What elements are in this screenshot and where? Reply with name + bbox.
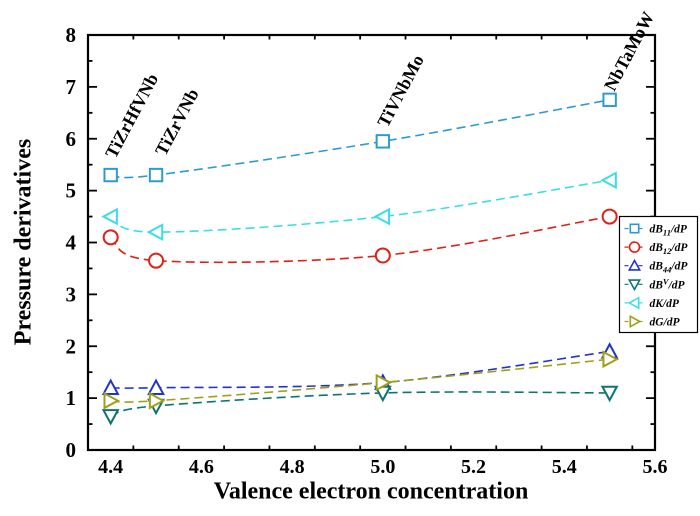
y-tick-label: 0 <box>66 438 77 462</box>
circle-marker <box>374 247 391 264</box>
triangle-right-marker <box>103 391 120 410</box>
series-line <box>110 350 610 389</box>
triangle-down-marker <box>101 409 120 426</box>
triangle-up-marker <box>627 258 642 271</box>
triangle-right-marker <box>629 314 642 329</box>
square-marker <box>103 167 118 183</box>
series-db44-dp <box>101 342 619 395</box>
legend-entry-db44-dp: dB44/dP <box>624 258 689 275</box>
legend-label: dG/dP <box>650 317 681 329</box>
triangle-up-marker <box>101 378 120 395</box>
y-tick-label: 4 <box>66 231 77 255</box>
circle-marker <box>148 252 165 269</box>
x-tick-label: 5.6 <box>643 456 668 478</box>
y-tick-label: 3 <box>66 282 77 306</box>
series-line <box>110 215 610 264</box>
x-axis-title: Valence electron concentration <box>213 478 529 505</box>
legend-label: dB44/dP <box>650 261 689 275</box>
legend-entry-dg-dp: dG/dP <box>624 314 681 329</box>
series-line <box>110 391 610 418</box>
legend-label: dBV/dP <box>650 276 686 291</box>
series-db11-dp <box>103 92 617 183</box>
series-line <box>110 99 610 179</box>
alloy-annotation: TiVNbMo <box>373 51 428 130</box>
triangle-down-marker <box>627 279 642 292</box>
series-dbv-dp <box>101 385 619 426</box>
x-tick-label: 4.8 <box>280 456 305 478</box>
series-dg-dp <box>103 350 619 410</box>
alloy-annotation: TiZrVNb <box>151 85 203 159</box>
square-marker <box>629 223 640 234</box>
y-tick-labels: 0 1 2 3 4 5 6 7 8 <box>66 23 77 462</box>
triangle-left-marker <box>627 296 640 310</box>
circle-marker <box>102 229 119 246</box>
y-tick-label: 5 <box>66 179 77 203</box>
y-axis-title: Pressure derivatives <box>10 138 37 346</box>
triangle-down-marker <box>600 385 619 403</box>
square-marker <box>602 92 617 108</box>
triangle-left-marker <box>101 207 118 226</box>
legend-box <box>618 215 699 334</box>
square-marker <box>148 167 164 183</box>
x-tick-label: 5.2 <box>461 456 486 478</box>
series-dk-dp <box>101 171 617 241</box>
legend-label: dB11/dP <box>650 224 688 238</box>
y-tick-label: 6 <box>66 127 77 151</box>
series-line <box>110 179 610 233</box>
legend-entry-db12-dp: dB12/dP <box>624 241 689 256</box>
x-tick-label: 5.0 <box>370 456 395 478</box>
triangle-right-marker <box>375 373 393 392</box>
y-tick-label: 8 <box>66 23 77 47</box>
triangle-right-marker <box>602 350 619 369</box>
circle-marker <box>628 241 641 253</box>
x-tick-labels: 4.4 4.6 4.8 5.0 5.2 5.4 5.6 <box>98 456 667 478</box>
legend-entry-db11-dp: dB11/dP <box>624 223 688 238</box>
series-line <box>110 358 610 403</box>
legend-label: dB12/dP <box>650 242 689 256</box>
legend-entry-dk-dp: dK/dP <box>624 296 680 310</box>
x-tick-label: 5.4 <box>552 456 577 478</box>
triangle-right-marker <box>148 391 166 410</box>
y-tick-label: 1 <box>66 386 77 410</box>
legend-label: dK/dP <box>650 298 680 310</box>
alloy-annotation: NbTaMoW <box>600 8 658 94</box>
x-tick-label: 4.4 <box>98 456 123 478</box>
series-db12-dp <box>102 208 618 269</box>
triangle-left-marker <box>600 171 617 190</box>
square-marker <box>375 134 391 149</box>
triangle-left-marker <box>373 207 391 226</box>
y-tick-label: 7 <box>66 75 77 99</box>
legend-entry-dbv-dp: dBV/dP <box>624 276 686 292</box>
triangle-left-marker <box>146 223 164 241</box>
y-tick-label: 2 <box>66 334 77 358</box>
triangle-up-marker <box>147 378 165 395</box>
x-tick-label: 4.6 <box>189 456 214 478</box>
circle-marker <box>601 208 618 225</box>
